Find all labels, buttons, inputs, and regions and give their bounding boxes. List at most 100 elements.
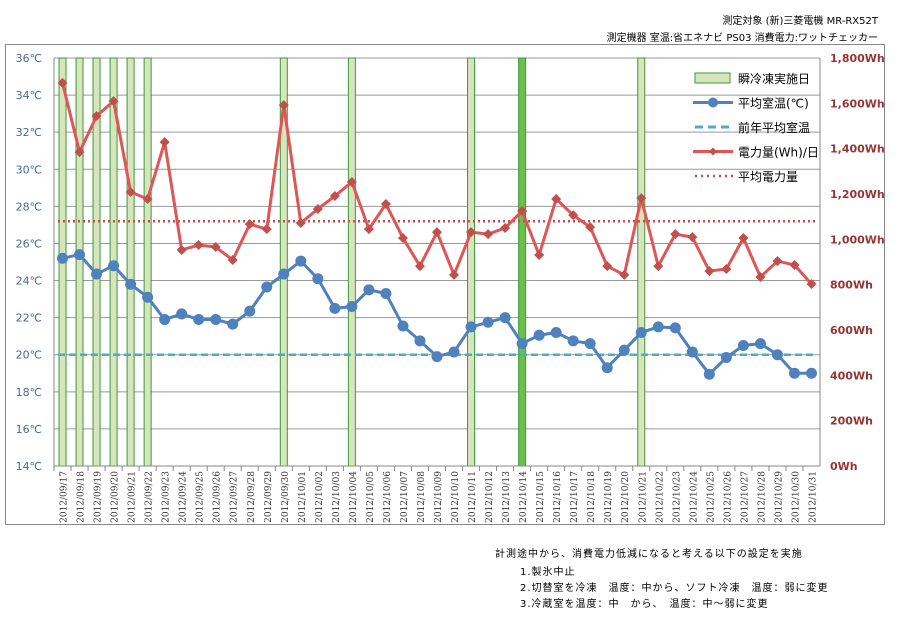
temp-point [312,273,324,285]
power-point [159,137,170,148]
power-point [295,218,306,229]
power-point [414,261,425,272]
y-right-tick-label: 1,400Wh [830,143,885,156]
y-right-tick-label: 0Wh [830,460,858,473]
temp-point [533,329,545,341]
temp-point [431,351,443,363]
freeze-day-bar [467,57,476,467]
y-left-tick-label: 26℃ [16,237,42,250]
temp-point [193,313,205,325]
x-tick-label: 2012/10/28 [757,471,767,523]
x-tick-label: 2012/09/23 [162,471,172,523]
y-left-tick-label: 34℃ [16,89,42,102]
x-tick-label: 2012/10/08 [417,471,427,523]
temp-point [108,260,120,272]
y-right-tick-label: 1,000Wh [830,233,885,246]
x-tick-label: 2012/10/25 [706,471,716,523]
y-left-tick-label: 20℃ [16,349,42,362]
freeze-day-bar [75,57,84,467]
temp-point [788,367,800,379]
power-point [653,261,664,272]
power-point [278,100,289,111]
power-point [755,271,766,282]
legend-label: 瞬冷凍実施日 [738,71,810,86]
x-tick-label: 2012/09/29 [264,471,274,523]
x-tick-label: 2012/09/18 [77,471,87,523]
temp-point [57,252,69,264]
footer-intro: 計測途中から、消費電力低減になると考える以下の設定を実施 [495,549,803,560]
power-point [721,264,732,275]
power-point [806,278,817,289]
x-tick-label: 2012/09/24 [179,471,189,523]
x-tick-label: 2012/10/26 [723,471,733,523]
y-left-tick-label: 18℃ [16,386,42,399]
power-point [193,240,204,250]
x-tick-label: 2012/10/17 [570,471,580,523]
power-line [61,82,813,285]
footer-item-1: 1.製氷中止 [520,567,576,578]
power-point [466,227,477,238]
y-right-tick-label: 200Wh [830,415,873,428]
temp-point [74,249,86,261]
temp-point [125,278,137,290]
temp-point [465,321,477,333]
legend-label: 前年平均室温 [738,120,810,135]
power-point [551,193,562,204]
y-right-tick-label: 1,200Wh [830,188,885,201]
power-point [312,203,323,214]
x-tick-label: 2012/10/10 [451,471,461,523]
power-point [74,147,85,158]
header-target: 測定対象 (新)三菱電機 MR-RX52T [722,16,878,27]
y-left-tick-label: 32℃ [16,126,42,139]
x-tick-label: 2012/10/18 [587,471,597,523]
y-right-tick-label: 1,600Wh [830,97,885,110]
power-point [772,256,783,267]
freeze-day-bar [518,57,527,467]
x-tick-label: 2012/10/03 [332,471,342,523]
x-tick-label: 2012/10/29 [774,471,784,523]
y-left-tick-label: 28℃ [16,200,42,213]
temp-point [771,349,783,361]
temp-point [635,326,647,338]
temp-point [261,281,273,293]
power-point [142,193,153,204]
temp-point [805,367,817,379]
temp-point [244,305,256,317]
temp-point [380,288,392,300]
x-tick-label: 2012/10/27 [740,471,750,523]
power-point [91,111,102,122]
power-point [738,232,749,243]
x-tick-label: 2012/09/26 [213,471,223,523]
legend-temp-marker [708,97,718,108]
power-point [329,191,340,202]
x-tick-label: 2012/10/21 [638,471,648,523]
x-tick-label: 2012/09/21 [128,471,138,523]
power-point [483,229,494,240]
x-tick-label: 2012/10/12 [485,471,495,523]
x-tick-label: 2012/09/27 [230,471,240,523]
power-point [108,96,119,107]
temp-point [618,344,630,356]
power-point [380,198,391,209]
x-tick-label: 2012/09/17 [60,471,70,523]
freeze-day-bar [126,57,135,467]
temp-point [652,321,664,333]
temp-point [448,346,460,358]
x-tick-label: 2012/10/11 [468,471,478,523]
temp-point [329,302,341,314]
x-tick-label: 2012/10/09 [434,471,444,523]
power-point [57,77,68,88]
temp-point [499,312,511,324]
y-left-tick-label: 30℃ [16,163,42,176]
temp-point [482,316,494,328]
power-point [227,254,238,265]
freeze-day-bar [143,57,152,467]
power-point [125,186,136,197]
x-tick-label: 2012/09/25 [196,471,206,523]
temp-point [584,338,596,350]
temp-point [516,338,528,350]
y-right-tick-label: 600Wh [830,324,873,337]
temp-point [142,291,154,303]
temp-point [567,335,579,347]
x-tick-label: 2012/10/16 [553,471,563,523]
